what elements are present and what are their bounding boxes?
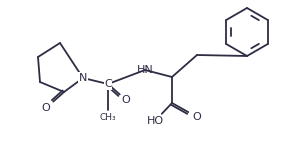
- Text: HO: HO: [146, 116, 163, 126]
- Text: CH₃: CH₃: [100, 112, 116, 122]
- Text: O: O: [193, 112, 201, 122]
- Text: N: N: [79, 73, 87, 83]
- Text: C: C: [104, 79, 112, 89]
- Text: O: O: [122, 95, 130, 105]
- Text: HN: HN: [137, 65, 153, 75]
- Text: O: O: [41, 103, 50, 113]
